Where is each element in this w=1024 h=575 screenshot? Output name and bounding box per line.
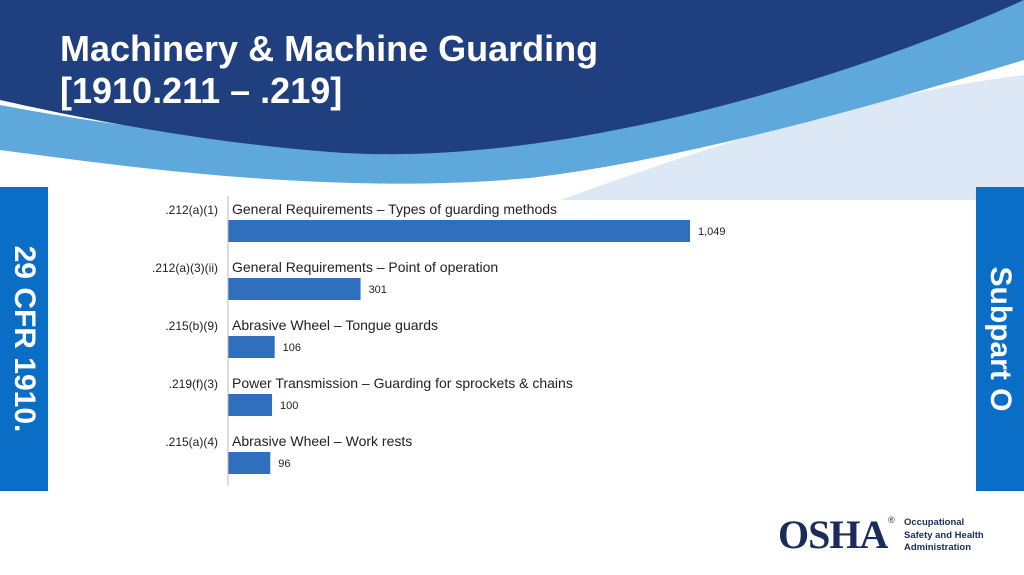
header-pale-swoosh [560,75,1024,200]
title-line-1: Machinery & Machine Guarding [60,28,599,69]
title-line-2: [1910.211 – .219] [60,70,343,111]
regulation-code-label: .215(a)(4) [165,435,218,449]
regulation-code-label: .212(a)(3)(ii) [152,261,218,275]
bar [228,452,271,474]
left-side-tab: 29 CFR 1910. [0,187,48,491]
header-navy-band [0,0,1024,155]
bar-chart: .212(a)(1) General Requirements – Types o… [152,196,726,486]
right-side-tab-label: Subpart O [984,266,1017,412]
page-title: Machinery & Machine Guarding [1910.211 –… [60,28,598,112]
data-label: 100 [280,400,298,412]
bar [228,220,690,242]
category-label: Abrasive Wheel – Work rests [232,433,412,449]
osha-agency-name: Occupational Safety and Health Administr… [904,517,984,555]
bar [228,278,361,300]
category-label: Power Transmission – Guarding for sprock… [232,375,573,391]
osha-agency-line-1: Occupational [904,517,965,528]
category-label: General Requirements – Types of guarding… [232,201,557,217]
category-label: General Requirements – Point of operatio… [232,259,498,275]
data-label: 1,049 [698,226,726,238]
data-label: 106 [283,342,301,354]
osha-agency-line-3: Administration [904,542,972,553]
data-label: 301 [369,284,387,296]
registered-mark: ® [888,515,895,525]
right-side-tab: Subpart O [976,187,1024,491]
regulation-code-label: .212(a)(1) [165,203,218,217]
left-side-tab-label: 29 CFR 1910. [8,245,41,433]
osha-agency-line-2: Safety and Health [904,529,984,541]
data-label: 96 [278,458,290,470]
osha-logo: OSHA ® Occupational Safety and Health Ad… [778,513,1008,559]
regulation-code-label: .215(b)(9) [165,319,218,333]
header-banner [0,0,1024,200]
osha-logo-mark: OSHA [778,512,888,557]
regulation-code-label: .219(f)(3) [169,377,218,391]
bar [228,394,273,416]
category-label: Abrasive Wheel – Tongue guards [232,317,438,333]
bar [228,336,275,358]
